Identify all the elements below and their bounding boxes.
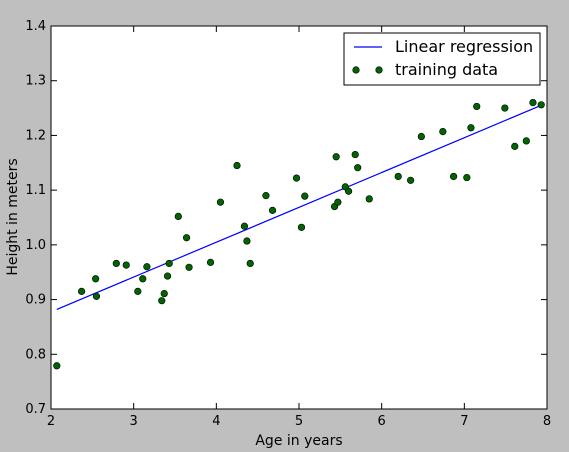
legend-label-regression: Linear regression xyxy=(395,37,533,56)
data-point xyxy=(243,237,251,245)
plot-area xyxy=(51,26,547,409)
x-tick-label: 8 xyxy=(543,414,551,429)
data-point xyxy=(143,263,151,271)
x-tick-label: 6 xyxy=(378,414,386,429)
data-points xyxy=(53,98,545,370)
data-point xyxy=(262,192,270,200)
data-point xyxy=(511,142,519,150)
legend-label-training: training data xyxy=(395,60,498,79)
x-tick-label: 4 xyxy=(212,414,220,429)
regression-line xyxy=(56,104,542,310)
tick-labels: 2 3 4 5 6 7 8 0.7 0.8 0.9 1.0 1.1 1.2 1.3 1.4 xyxy=(25,19,551,429)
plot-frame xyxy=(50,25,548,410)
data-point xyxy=(449,172,458,181)
data-point xyxy=(463,173,471,182)
legend-point-swatch xyxy=(352,66,360,74)
data-point xyxy=(332,153,340,161)
y-tick-label: 0.8 xyxy=(25,347,46,362)
legend-point-swatch xyxy=(375,66,383,74)
data-point xyxy=(122,261,130,269)
data-point xyxy=(365,195,373,203)
data-point xyxy=(292,174,301,182)
data-point xyxy=(134,287,142,295)
y-tick-label: 0.9 xyxy=(25,293,46,308)
data-point xyxy=(163,272,172,280)
data-point xyxy=(233,161,241,170)
y-tick-label: 1.4 xyxy=(25,19,46,34)
y-tick-label: 0.7 xyxy=(25,402,46,417)
data-point xyxy=(351,150,359,159)
x-axis-label: Age in years xyxy=(255,433,342,449)
data-point xyxy=(334,198,342,206)
y-axis-label: Height in meters xyxy=(5,158,21,275)
data-point xyxy=(473,102,481,111)
data-point xyxy=(522,137,530,145)
y-tick-label: 1.1 xyxy=(25,183,46,198)
x-tick-label: 3 xyxy=(130,414,138,429)
data-point xyxy=(112,259,120,268)
data-point xyxy=(354,164,362,172)
data-point xyxy=(77,287,86,295)
y-tick-label: 1.0 xyxy=(25,238,46,253)
data-point xyxy=(174,212,182,221)
legend-box xyxy=(343,32,541,86)
data-point xyxy=(182,234,191,242)
data-point xyxy=(158,297,166,305)
legend: Linear regression training data xyxy=(343,32,541,86)
data-point xyxy=(439,127,447,136)
y-tick-label: 1.2 xyxy=(25,128,46,143)
data-point xyxy=(467,124,475,132)
data-point xyxy=(92,292,101,300)
data-point xyxy=(216,198,225,206)
data-point xyxy=(417,132,425,141)
data-point xyxy=(160,289,168,298)
data-point xyxy=(185,263,193,271)
data-point xyxy=(345,187,353,195)
data-point xyxy=(206,258,215,266)
data-point xyxy=(529,98,537,107)
data-point xyxy=(240,222,249,230)
y-tick-label: 1.3 xyxy=(25,74,46,89)
data-point xyxy=(246,259,254,268)
data-point xyxy=(297,223,306,231)
x-tick-label: 5 xyxy=(295,414,303,429)
data-point xyxy=(268,206,277,214)
x-tick-label: 2 xyxy=(47,414,55,429)
data-point xyxy=(139,275,147,283)
data-point xyxy=(537,101,545,109)
data-point xyxy=(301,192,309,200)
data-point xyxy=(53,362,61,370)
data-point xyxy=(92,275,100,283)
data-point xyxy=(501,104,509,112)
x-tick-label: 7 xyxy=(460,414,468,429)
data-point xyxy=(407,176,415,184)
data-point xyxy=(394,172,402,181)
data-point xyxy=(165,259,173,268)
